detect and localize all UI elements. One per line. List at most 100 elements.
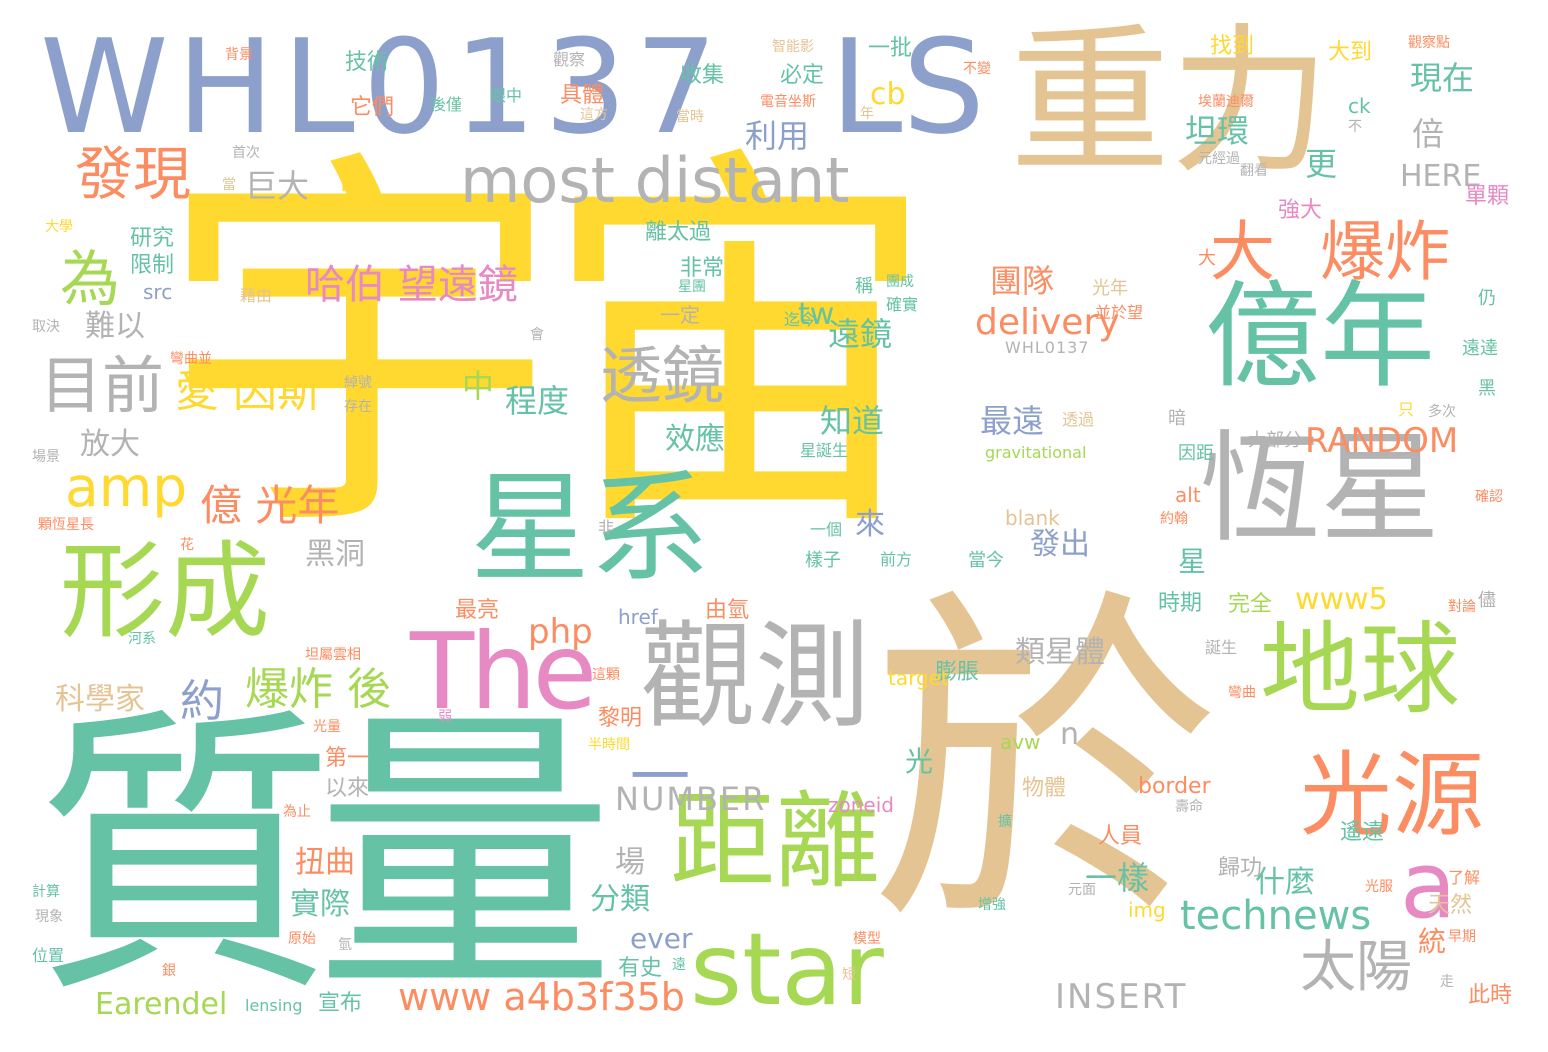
cloud-word: alt xyxy=(1175,483,1201,507)
cloud-word: 倍 xyxy=(1412,115,1445,153)
cloud-word: 找到 xyxy=(1210,34,1255,59)
cloud-word: 利用 xyxy=(745,117,810,155)
cloud-word: 電音坐斯 xyxy=(760,94,816,110)
cloud-word: 實際 xyxy=(290,887,350,922)
cloud-word: 難以 xyxy=(85,309,145,344)
cloud-word: 非常 xyxy=(680,256,725,281)
cloud-word: 為 xyxy=(60,245,120,315)
cloud-word: 大 xyxy=(1210,215,1276,290)
cloud-word: 壽命 xyxy=(1175,799,1203,815)
cloud-word: 具體 xyxy=(560,83,605,108)
cloud-word: href xyxy=(618,605,658,629)
cloud-word: 多次 xyxy=(1428,404,1456,420)
cloud-word: 發現 xyxy=(75,140,192,208)
cloud-word: 發出 xyxy=(1030,527,1090,562)
cloud-word: 仍 xyxy=(1478,288,1496,309)
cloud-word: 模型 xyxy=(853,931,881,947)
cloud-word: HERE xyxy=(1400,159,1482,194)
cloud-word: 科學家 xyxy=(55,682,145,717)
cloud-word: php xyxy=(528,612,593,652)
cloud-word: 當今 xyxy=(968,550,1004,571)
cloud-word: 顆恆星長 xyxy=(38,517,94,533)
cloud-word: 團隊 xyxy=(990,262,1055,300)
cloud-word: 眼中 xyxy=(490,86,523,105)
cloud-word: 首次 xyxy=(232,145,260,161)
cloud-word: 團成 xyxy=(886,274,914,290)
cloud-word: 光量 xyxy=(313,719,341,735)
cloud-word: 什麼 xyxy=(1255,865,1315,900)
cloud-word: www5 xyxy=(1295,582,1388,617)
cloud-word: 知道 xyxy=(820,402,885,440)
cloud-word: 人員 xyxy=(1098,824,1143,849)
cloud-word: 大 xyxy=(1198,248,1216,269)
cloud-word: 宇宙 xyxy=(160,117,940,582)
cloud-word: 時 xyxy=(340,162,373,200)
cloud-word: 宣布 xyxy=(318,991,363,1016)
cloud-word: ck xyxy=(1348,94,1371,118)
cloud-word: 儘 xyxy=(1478,590,1496,611)
cloud-word: 有史 xyxy=(618,956,663,981)
cloud-word: 恆星 xyxy=(1200,420,1440,559)
cloud-word: 光服 xyxy=(1365,879,1393,895)
cloud-word: 取決 xyxy=(32,319,60,335)
cloud-word: 光源 xyxy=(1300,742,1485,849)
cloud-word: 天然 xyxy=(1428,893,1473,918)
cloud-word: INSERT xyxy=(1055,977,1188,1017)
cloud-word: 一批 xyxy=(868,36,913,61)
cloud-word: 遠 xyxy=(672,957,686,973)
cloud-word: 背景 xyxy=(225,47,253,63)
cloud-word: 遙遠 xyxy=(1340,820,1385,845)
cloud-word: 此時 xyxy=(1468,983,1513,1008)
cloud-word: ever xyxy=(630,922,693,955)
cloud-word: 這方 xyxy=(580,107,608,123)
cloud-word: 遠達 xyxy=(1462,338,1498,359)
cloud-word: 現在 xyxy=(1410,59,1475,97)
cloud-word: 星 xyxy=(1178,545,1207,578)
cloud-word: 走 xyxy=(1440,974,1454,990)
cloud-word: 膨脹 xyxy=(935,660,980,685)
cloud-word: 早期 xyxy=(1448,929,1476,945)
cloud-word: 因距 xyxy=(1178,443,1214,464)
cloud-word: 透過 xyxy=(1062,410,1095,429)
cloud-word: 第一 xyxy=(325,746,370,771)
cloud-word: 質量 xyxy=(35,683,615,1032)
cloud-word: 半時間 xyxy=(588,737,630,753)
cloud-word: 現象 xyxy=(35,909,63,925)
cloud-word: 稱 xyxy=(855,276,873,297)
cloud-word: 綽號 xyxy=(344,375,372,391)
cloud-word: 增強 xyxy=(978,897,1006,913)
cloud-word: 鏡 xyxy=(926,793,940,809)
cloud-word: 黑 xyxy=(1478,378,1496,399)
cloud-word: tw xyxy=(798,297,835,332)
cloud-word: 黑洞 xyxy=(305,537,365,572)
cloud-word: 最亮 xyxy=(455,598,500,623)
cloud-word: 位置 xyxy=(32,946,65,965)
cloud-word: 觀察 xyxy=(553,50,586,69)
cloud-word: 單顆 xyxy=(1465,184,1510,209)
cloud-word: 彎曲 xyxy=(1228,685,1256,701)
cloud-word: 歸功 xyxy=(1218,856,1263,881)
cloud-word: 為止 xyxy=(283,804,311,820)
cloud-word: gravitational xyxy=(985,443,1087,462)
cloud-word: 確實 xyxy=(886,295,919,314)
cloud-word: 離太過 xyxy=(645,220,712,245)
cloud-word: 物體 xyxy=(1022,776,1067,801)
cloud-word: a xyxy=(1400,832,1457,939)
cloud-word: 強大 xyxy=(1278,198,1323,223)
cloud-word: 一樣 xyxy=(1085,859,1150,897)
cloud-word: 以來 xyxy=(325,776,370,801)
cloud-word: 場 xyxy=(615,845,645,880)
cloud-word: 氫 xyxy=(338,937,352,953)
cloud-word: 億 光年 xyxy=(200,481,340,530)
cloud-word: 目前 xyxy=(40,349,165,422)
cloud-word: 翻看 xyxy=(1240,163,1268,179)
cloud-word: 當時 xyxy=(676,109,704,125)
cloud-word: 計算 xyxy=(32,884,60,900)
cloud-word: 一個 xyxy=(810,520,843,539)
cloud-word: 一 xyxy=(630,743,690,813)
cloud-word: 遠鏡 xyxy=(828,315,893,353)
cloud-word: 非 xyxy=(598,518,615,537)
cloud-word: WHL0137 xyxy=(40,11,726,163)
cloud-word: 技術 xyxy=(345,50,390,75)
